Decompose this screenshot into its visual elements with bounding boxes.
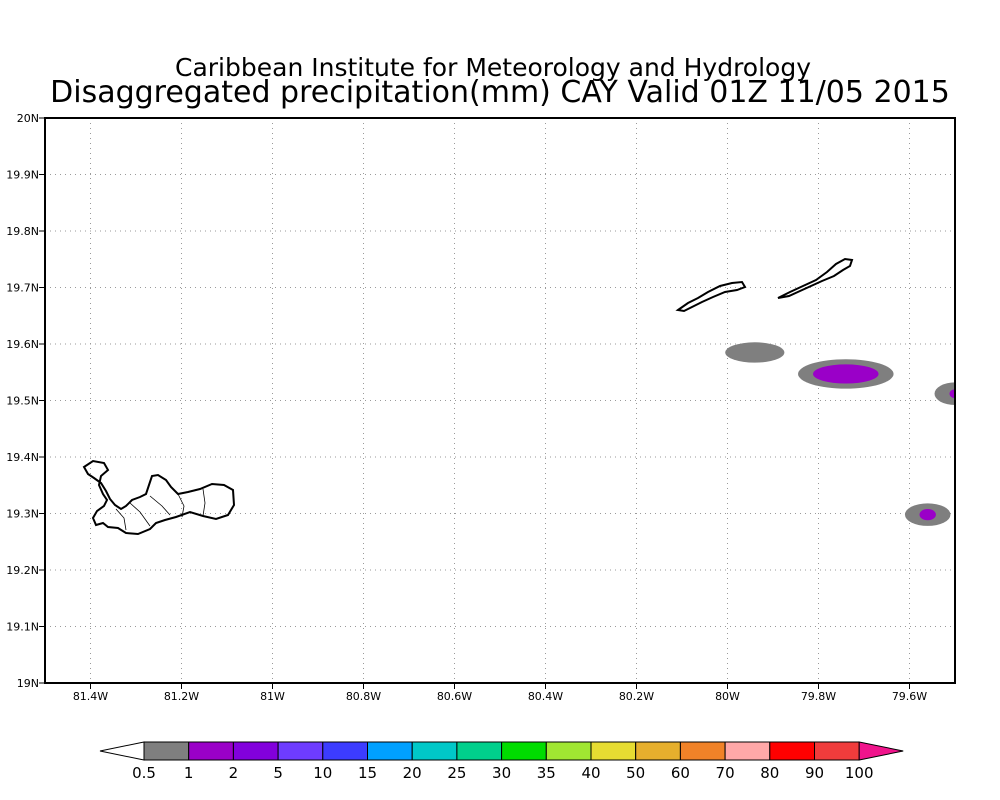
colorbar-label: 30 — [492, 764, 511, 782]
colorbar-segment — [143, 741, 190, 761]
colorbar-upper-triangle — [858, 741, 904, 761]
colorbar-segment — [232, 741, 279, 761]
precip-area-1-2 — [949, 389, 955, 399]
lat-tick-label: 20N — [17, 112, 39, 125]
colorbar-label: 10 — [313, 764, 332, 782]
colorbar-label: 35 — [537, 764, 556, 782]
colorbar-lower-triangle — [99, 741, 145, 761]
colorbar-segment — [724, 741, 771, 761]
colorbar-segment — [501, 741, 547, 761]
lon-tick-label: 79.6W — [892, 690, 927, 703]
colorbar-segment — [322, 741, 368, 761]
lat-tick-label: 19.1N — [6, 621, 39, 634]
colorbar-segment — [635, 741, 681, 761]
colorbar-segment — [769, 741, 815, 761]
longitude-tick-labels: 81.4W 81.2W 81W 80.8W 80.6W 80.4W 80.2W 80W 79.8… — [73, 683, 927, 703]
colorbar-segment — [545, 741, 592, 761]
lon-tick-label: 80.2W — [619, 690, 654, 703]
colorbar-label: 0.5 — [132, 764, 156, 782]
lon-tick-label: 80.4W — [528, 690, 563, 703]
lat-tick-label: 19N — [17, 677, 39, 690]
colorbar-segment — [590, 741, 637, 761]
colorbar-labels: 0.5 1 2 5 10 15 20 25 30 35 40 50 60 70 80 90 100 — [132, 764, 873, 782]
lat-tick-label: 19.8N — [6, 225, 39, 238]
colorbar-segment — [367, 741, 413, 761]
colorbar-label: 40 — [581, 764, 600, 782]
colorbar-label: 60 — [671, 764, 690, 782]
colorbar-segment — [277, 741, 324, 761]
colorbar-label: 2 — [229, 764, 239, 782]
latitude-tick-labels: 20N 19.9N 19.8N 19.7N 19.6N 19.5N 19.4N 19.3N 19… — [6, 112, 45, 690]
cayman-brac-island — [777, 257, 854, 299]
colorbar-label: 1 — [184, 764, 194, 782]
lon-tick-label: 79.8W — [801, 690, 836, 703]
lat-tick-label: 19.9N — [6, 169, 39, 182]
lat-tick-label: 19.2N — [6, 564, 39, 577]
grand-cayman-districts — [115, 488, 206, 531]
colorbar-label: 50 — [626, 764, 645, 782]
colorbar-label: 100 — [845, 764, 874, 782]
lon-tick-label: 81.2W — [164, 690, 199, 703]
colorbar-segment — [679, 741, 726, 761]
lat-tick-label: 19.7N — [6, 282, 39, 295]
precipitation-shading — [725, 342, 955, 526]
lat-tick-label: 19.6N — [6, 338, 39, 351]
colorbar-segment — [814, 741, 860, 761]
colorbar-segment — [188, 741, 234, 761]
little-cayman-island — [675, 280, 747, 313]
colorbar-label: 20 — [403, 764, 422, 782]
colorbar-label: 90 — [805, 764, 824, 782]
colorbar-label: 25 — [447, 764, 466, 782]
graticule — [45, 118, 955, 683]
lat-tick-label: 19.5N — [6, 395, 39, 408]
colorbar — [99, 741, 904, 761]
lon-tick-label: 80.8W — [346, 690, 381, 703]
colorbar-label: 80 — [760, 764, 779, 782]
coastlines — [82, 257, 854, 536]
lon-tick-label: 80.6W — [437, 690, 472, 703]
precip-area-0.5-1 — [934, 382, 955, 406]
colorbar-segment — [456, 741, 503, 761]
figure-subtitle: Disaggregated precipitation(mm) CAY Vali… — [50, 75, 950, 110]
colorbar-segment — [411, 741, 458, 761]
lon-tick-label: 80W — [715, 690, 740, 703]
lat-tick-label: 19.4N — [6, 451, 39, 464]
lon-tick-label: 81.4W — [73, 690, 108, 703]
colorbar-label: 5 — [273, 764, 283, 782]
grand-cayman-island — [82, 459, 236, 536]
lat-tick-label: 19.3N — [6, 508, 39, 521]
precip-area-0.5-1 — [725, 342, 785, 363]
colorbar-label: 70 — [716, 764, 735, 782]
lon-tick-label: 81W — [260, 690, 285, 703]
precip-area-1-2 — [919, 508, 936, 521]
figure-title: Caribbean Institute for Meteorology and … — [175, 53, 811, 82]
colorbar-label: 15 — [358, 764, 377, 782]
precip-area-1-2 — [813, 364, 879, 384]
